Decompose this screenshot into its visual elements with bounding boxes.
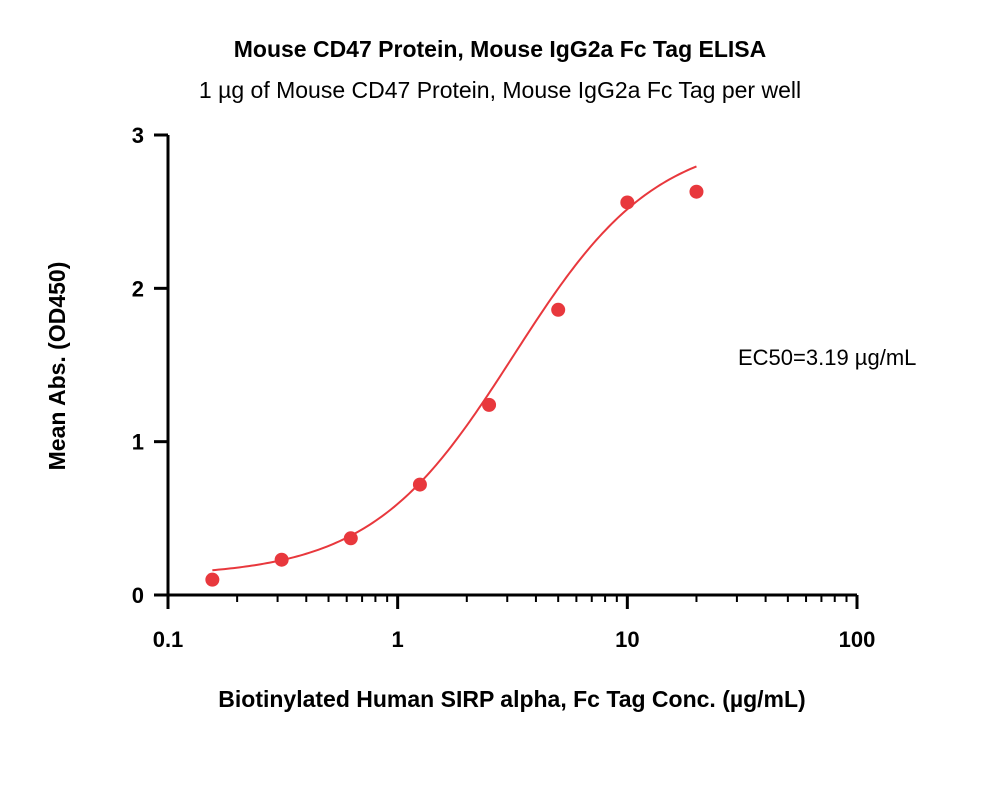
x-tick-label: 1 [392, 627, 404, 652]
x-axis-ticks: 0.1 1 10 100 [153, 595, 876, 652]
data-point [551, 302, 566, 317]
data-point [482, 397, 497, 412]
x-tick-label: 100 [839, 627, 876, 652]
data-point [689, 184, 704, 199]
ec50-annotation: EC50=3.19 µg/mL [738, 345, 916, 370]
chart-title: Mouse CD47 Protein, Mouse IgG2a Fc Tag E… [233, 36, 767, 62]
data-point [205, 572, 220, 587]
y-axis-title: Mean Abs. (OD450) [44, 262, 70, 471]
y-tick-label: 1 [132, 430, 144, 455]
x-axis-title: Biotinylated Human SIRP alpha, Fc Tag Co… [218, 686, 805, 712]
y-tick-label: 0 [132, 583, 144, 608]
data-point [620, 195, 635, 210]
x-tick-label: 0.1 [153, 627, 184, 652]
chart-subtitle: 1 µg of Mouse CD47 Protein, Mouse IgG2a … [198, 77, 802, 103]
fit-curve [212, 165, 697, 572]
y-tick-label: 3 [132, 123, 144, 148]
data-point [412, 477, 427, 492]
data-points [205, 184, 704, 587]
data-point [343, 531, 358, 546]
axes [166, 135, 857, 597]
x-tick-label: 10 [615, 627, 639, 652]
data-point [274, 552, 289, 567]
y-axis-ticks: 0 1 2 3 [132, 123, 168, 608]
y-tick-label: 2 [132, 276, 144, 301]
